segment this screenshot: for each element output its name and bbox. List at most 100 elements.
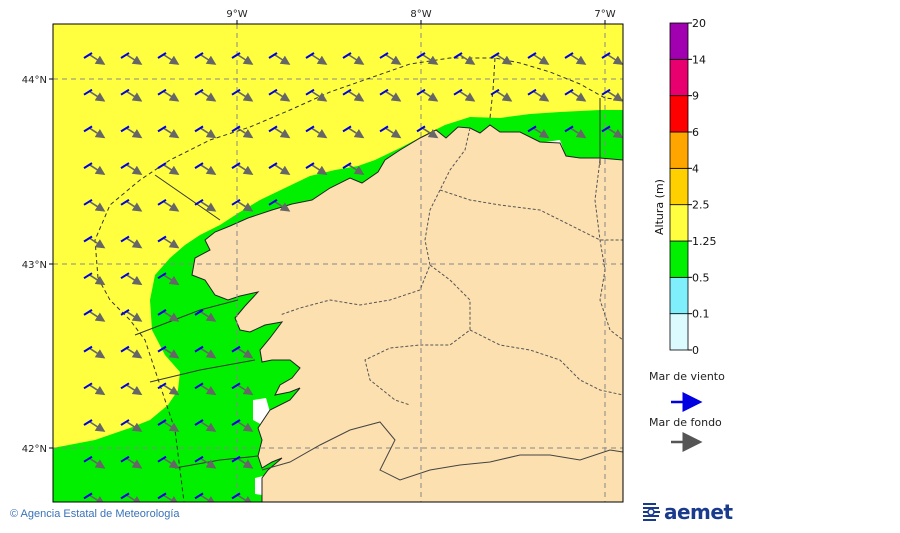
wind-sea-arrow <box>120 235 130 243</box>
zone-dividers <box>134 98 601 469</box>
aemet-swirl-icon <box>643 503 660 521</box>
wind-sea-arrow <box>120 455 130 463</box>
lat-label: 42°N <box>22 444 47 455</box>
wind-sea-arrow <box>305 162 315 169</box>
swell-arrow <box>348 91 365 102</box>
colorbar-level-label: 6 <box>692 126 699 139</box>
swell-arrow <box>237 458 254 469</box>
colorbar-level-label: 14 <box>692 53 706 66</box>
swell-arrow <box>607 127 623 139</box>
wind-sea-arrow <box>416 52 426 59</box>
swell-arrow <box>200 201 217 212</box>
copyright-footer: © Agencia Estatal de Meteorología <box>10 508 180 520</box>
wind-sea-arrow <box>231 455 241 463</box>
colorbar-band <box>669 167 689 206</box>
swell-arrow <box>126 201 143 212</box>
wind-sea-arrow <box>194 309 204 316</box>
swell-arrow <box>126 384 143 396</box>
swell-arrow <box>311 91 328 102</box>
swell-arrow <box>237 91 254 102</box>
swell-arrow <box>237 421 254 432</box>
lat-label: 43°N <box>22 260 47 271</box>
wind-sea-arrow <box>379 88 389 96</box>
swell-arrow <box>163 164 180 175</box>
wind-sea-arrow <box>527 88 537 96</box>
swell-arrow <box>163 347 180 359</box>
swell-arrow <box>89 274 106 286</box>
swell-arrow <box>237 164 254 175</box>
wind-sea-arrow <box>120 309 130 316</box>
wind-sea-arrow <box>527 125 537 133</box>
swell-arrow <box>126 458 143 469</box>
wind-sea-arrow <box>120 88 130 96</box>
swell-arrow <box>200 494 217 502</box>
land-galicia <box>191 124 623 502</box>
swell-arrow <box>533 127 550 139</box>
swell-arrow <box>126 347 143 359</box>
swell-arrow <box>163 494 180 502</box>
wind-sea-arrow <box>305 52 315 59</box>
wind-sea-arrow <box>601 88 611 96</box>
wind-sea-arrow <box>157 492 167 500</box>
wind-sea-arrow <box>564 125 574 133</box>
wind-sea-arrow <box>194 382 204 390</box>
swell-arrow <box>311 127 328 139</box>
wind-sea-arrow <box>601 52 611 59</box>
swell-arrow <box>89 127 106 139</box>
swell-arrow <box>607 91 623 102</box>
swell-arrow <box>385 54 402 65</box>
wind-sea-arrow <box>564 88 574 96</box>
wind-sea-arrow <box>342 88 352 96</box>
wind-sea-arrow <box>268 198 278 206</box>
swell-arrow <box>89 384 106 396</box>
wind-sea-arrow <box>157 455 167 463</box>
swell-arrow <box>163 127 180 139</box>
wind-sea-legend-label: Mar de viento <box>649 370 725 383</box>
wind-sea-arrow <box>231 382 241 390</box>
wind-sea-arrow <box>194 162 204 169</box>
wind-sea-arrow <box>231 125 241 133</box>
wind-sea-arrow <box>120 419 130 426</box>
wind-sea-arrow <box>342 125 352 133</box>
swell-arrow <box>163 54 180 65</box>
swell-arrow <box>163 237 180 249</box>
ticks <box>49 20 606 449</box>
wind-sea-arrow <box>194 198 204 206</box>
wind-sea-arrow <box>231 88 241 96</box>
swell-arrow <box>163 421 180 432</box>
swell-arrow <box>237 201 254 212</box>
wind-sea-arrow <box>120 272 130 280</box>
colorbar: 0 0.1 0.5 1.25 2.5 4 6 9 14 20 <box>669 17 717 357</box>
swell-arrow <box>496 91 513 102</box>
wind-sea-arrow <box>231 198 241 206</box>
swell-arrow <box>89 237 106 249</box>
swell-arrow <box>126 54 143 65</box>
wind-sea-arrow <box>194 125 204 133</box>
swell-arrow <box>89 201 106 212</box>
wind-sea-arrow <box>120 52 130 59</box>
wind-sea-arrow <box>83 492 93 500</box>
wind-sea-arrow <box>231 419 241 426</box>
swell-arrow <box>274 54 291 65</box>
swell-arrow <box>274 201 291 212</box>
colorbar-level-label: 4 <box>692 162 699 175</box>
colorbar-band <box>669 276 689 315</box>
swell-arrow <box>607 54 623 65</box>
colorbar-level-label: 0 <box>692 344 699 357</box>
wind-sea-arrow <box>157 162 167 169</box>
wind-sea-arrow <box>268 125 278 133</box>
swell-arrow <box>126 494 143 502</box>
wind-sea-arrow <box>231 345 241 353</box>
wind-sea-arrow <box>194 419 204 426</box>
colorbar-level-label: 9 <box>692 90 699 103</box>
swell-arrow <box>126 127 143 139</box>
swell-arrow <box>237 54 254 65</box>
swell-arrow <box>89 164 106 175</box>
swell-arrow <box>89 54 106 65</box>
colorbar-band <box>669 22 689 60</box>
aemet-logo: aemet <box>640 500 733 524</box>
wind-sea-arrow <box>416 125 426 133</box>
wind-sea-arrow <box>379 125 389 133</box>
swell-arrow <box>422 91 439 102</box>
wave-arrows <box>83 52 623 502</box>
